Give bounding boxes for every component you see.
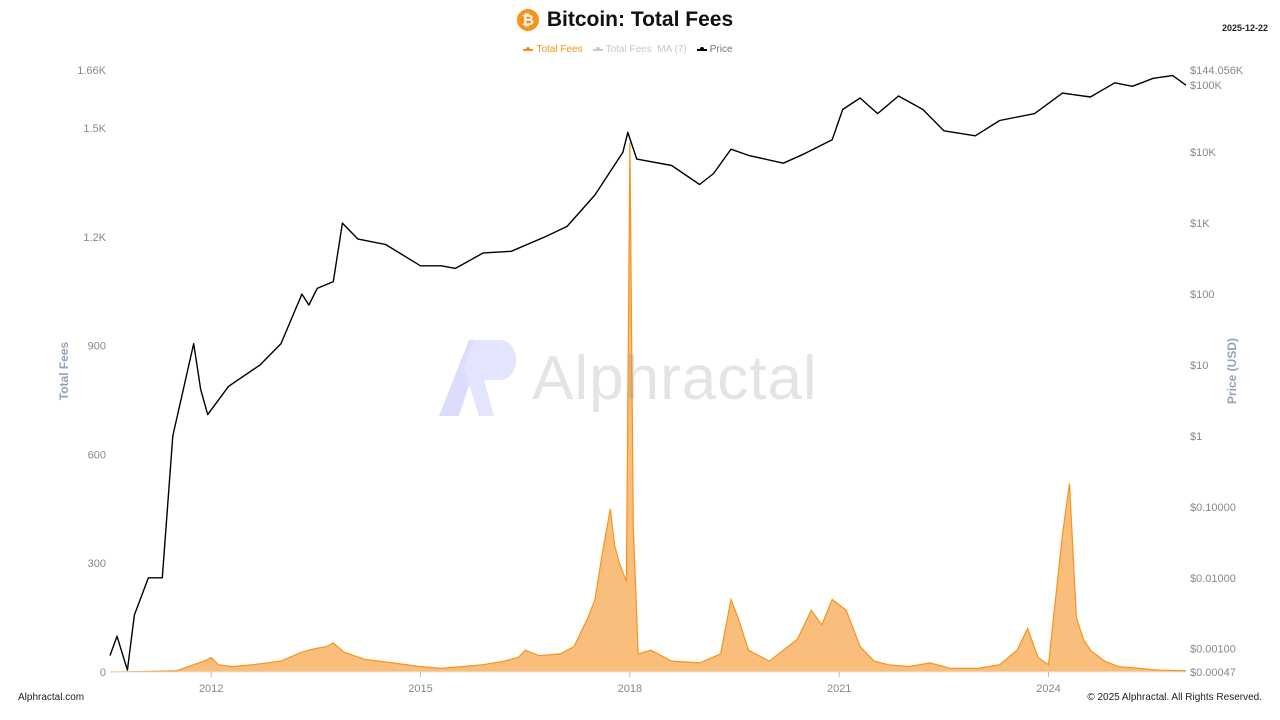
footer-copyright: © 2025 Alphractal. All Rights Reserved. xyxy=(1087,692,1262,703)
left-tick-label: 900 xyxy=(88,341,106,353)
right-tick-label: $10 xyxy=(1190,360,1208,372)
legend-item-total-fees[interactable]: Total Fees xyxy=(523,44,583,55)
right-tick-label: $1 xyxy=(1190,431,1202,443)
left-tick-label: 300 xyxy=(88,558,106,570)
x-tick-label: 2018 xyxy=(618,683,642,695)
right-tick-label: $100K xyxy=(1190,80,1222,92)
axes-layer: 0 300 600 900 1.2K 1.5K 1.66K $0.00047 $0.00100 $… xyxy=(57,65,1244,695)
watermark-text: Alphractal xyxy=(532,343,818,413)
chart-date: 2025-12-22 xyxy=(1221,23,1268,33)
legend-swatch xyxy=(592,46,603,51)
legend-label: Price xyxy=(709,44,733,55)
alphractal-logo-icon xyxy=(439,340,517,416)
right-tick-label: $144.056K xyxy=(1190,65,1244,77)
left-tick-label: 1.66K xyxy=(77,65,106,77)
fees-line xyxy=(109,142,1187,673)
left-tick-label: 600 xyxy=(88,449,106,461)
footer-site[interactable]: Alphractal.com xyxy=(18,692,85,703)
bitcoin-logo-icon: ₿ xyxy=(516,9,539,31)
right-axis-title: Price (USD) xyxy=(1225,338,1239,404)
watermark: Alphractal xyxy=(434,338,818,418)
right-tick-label: $1K xyxy=(1190,218,1210,230)
legend-label: Total Fees MA (7) xyxy=(605,44,687,55)
right-tick-label: $0.01000 xyxy=(1190,573,1236,585)
chart-title: Bitcoin: Total Fees xyxy=(546,8,734,31)
right-tick-label: $0.00100 xyxy=(1190,644,1236,656)
price-line xyxy=(109,74,1187,671)
legend-swatch xyxy=(696,46,707,51)
legend: Total Fees Total Fees MA (7) Price xyxy=(0,44,1256,55)
left-axis-title: Total Fees xyxy=(57,341,71,400)
x-tick-label: 2015 xyxy=(408,683,432,695)
right-tick-label: $100 xyxy=(1190,289,1214,301)
chart-header: ₿ Bitcoin: Total Fees xyxy=(0,8,1250,32)
legend-item-total-fees-ma[interactable]: Total Fees MA (7) xyxy=(592,44,687,55)
x-tick-label: 2024 xyxy=(1036,683,1060,695)
legend-label: Total Fees xyxy=(536,44,583,55)
x-tick-label: 2012 xyxy=(199,683,223,695)
left-tick-label: 1.5K xyxy=(83,123,106,135)
x-tick-label: 2021 xyxy=(827,683,851,695)
right-tick-label: $0.00047 xyxy=(1190,667,1236,679)
right-tick-label: $0.10000 xyxy=(1190,502,1236,514)
left-tick-label: 0 xyxy=(100,667,106,679)
price-line-layer xyxy=(109,74,1187,671)
left-tick-label: 1.2K xyxy=(83,232,106,244)
fees-area-layer xyxy=(109,142,1187,673)
legend-swatch xyxy=(523,46,534,51)
legend-item-price[interactable]: Price xyxy=(696,44,733,55)
right-tick-label: $10K xyxy=(1190,147,1216,159)
